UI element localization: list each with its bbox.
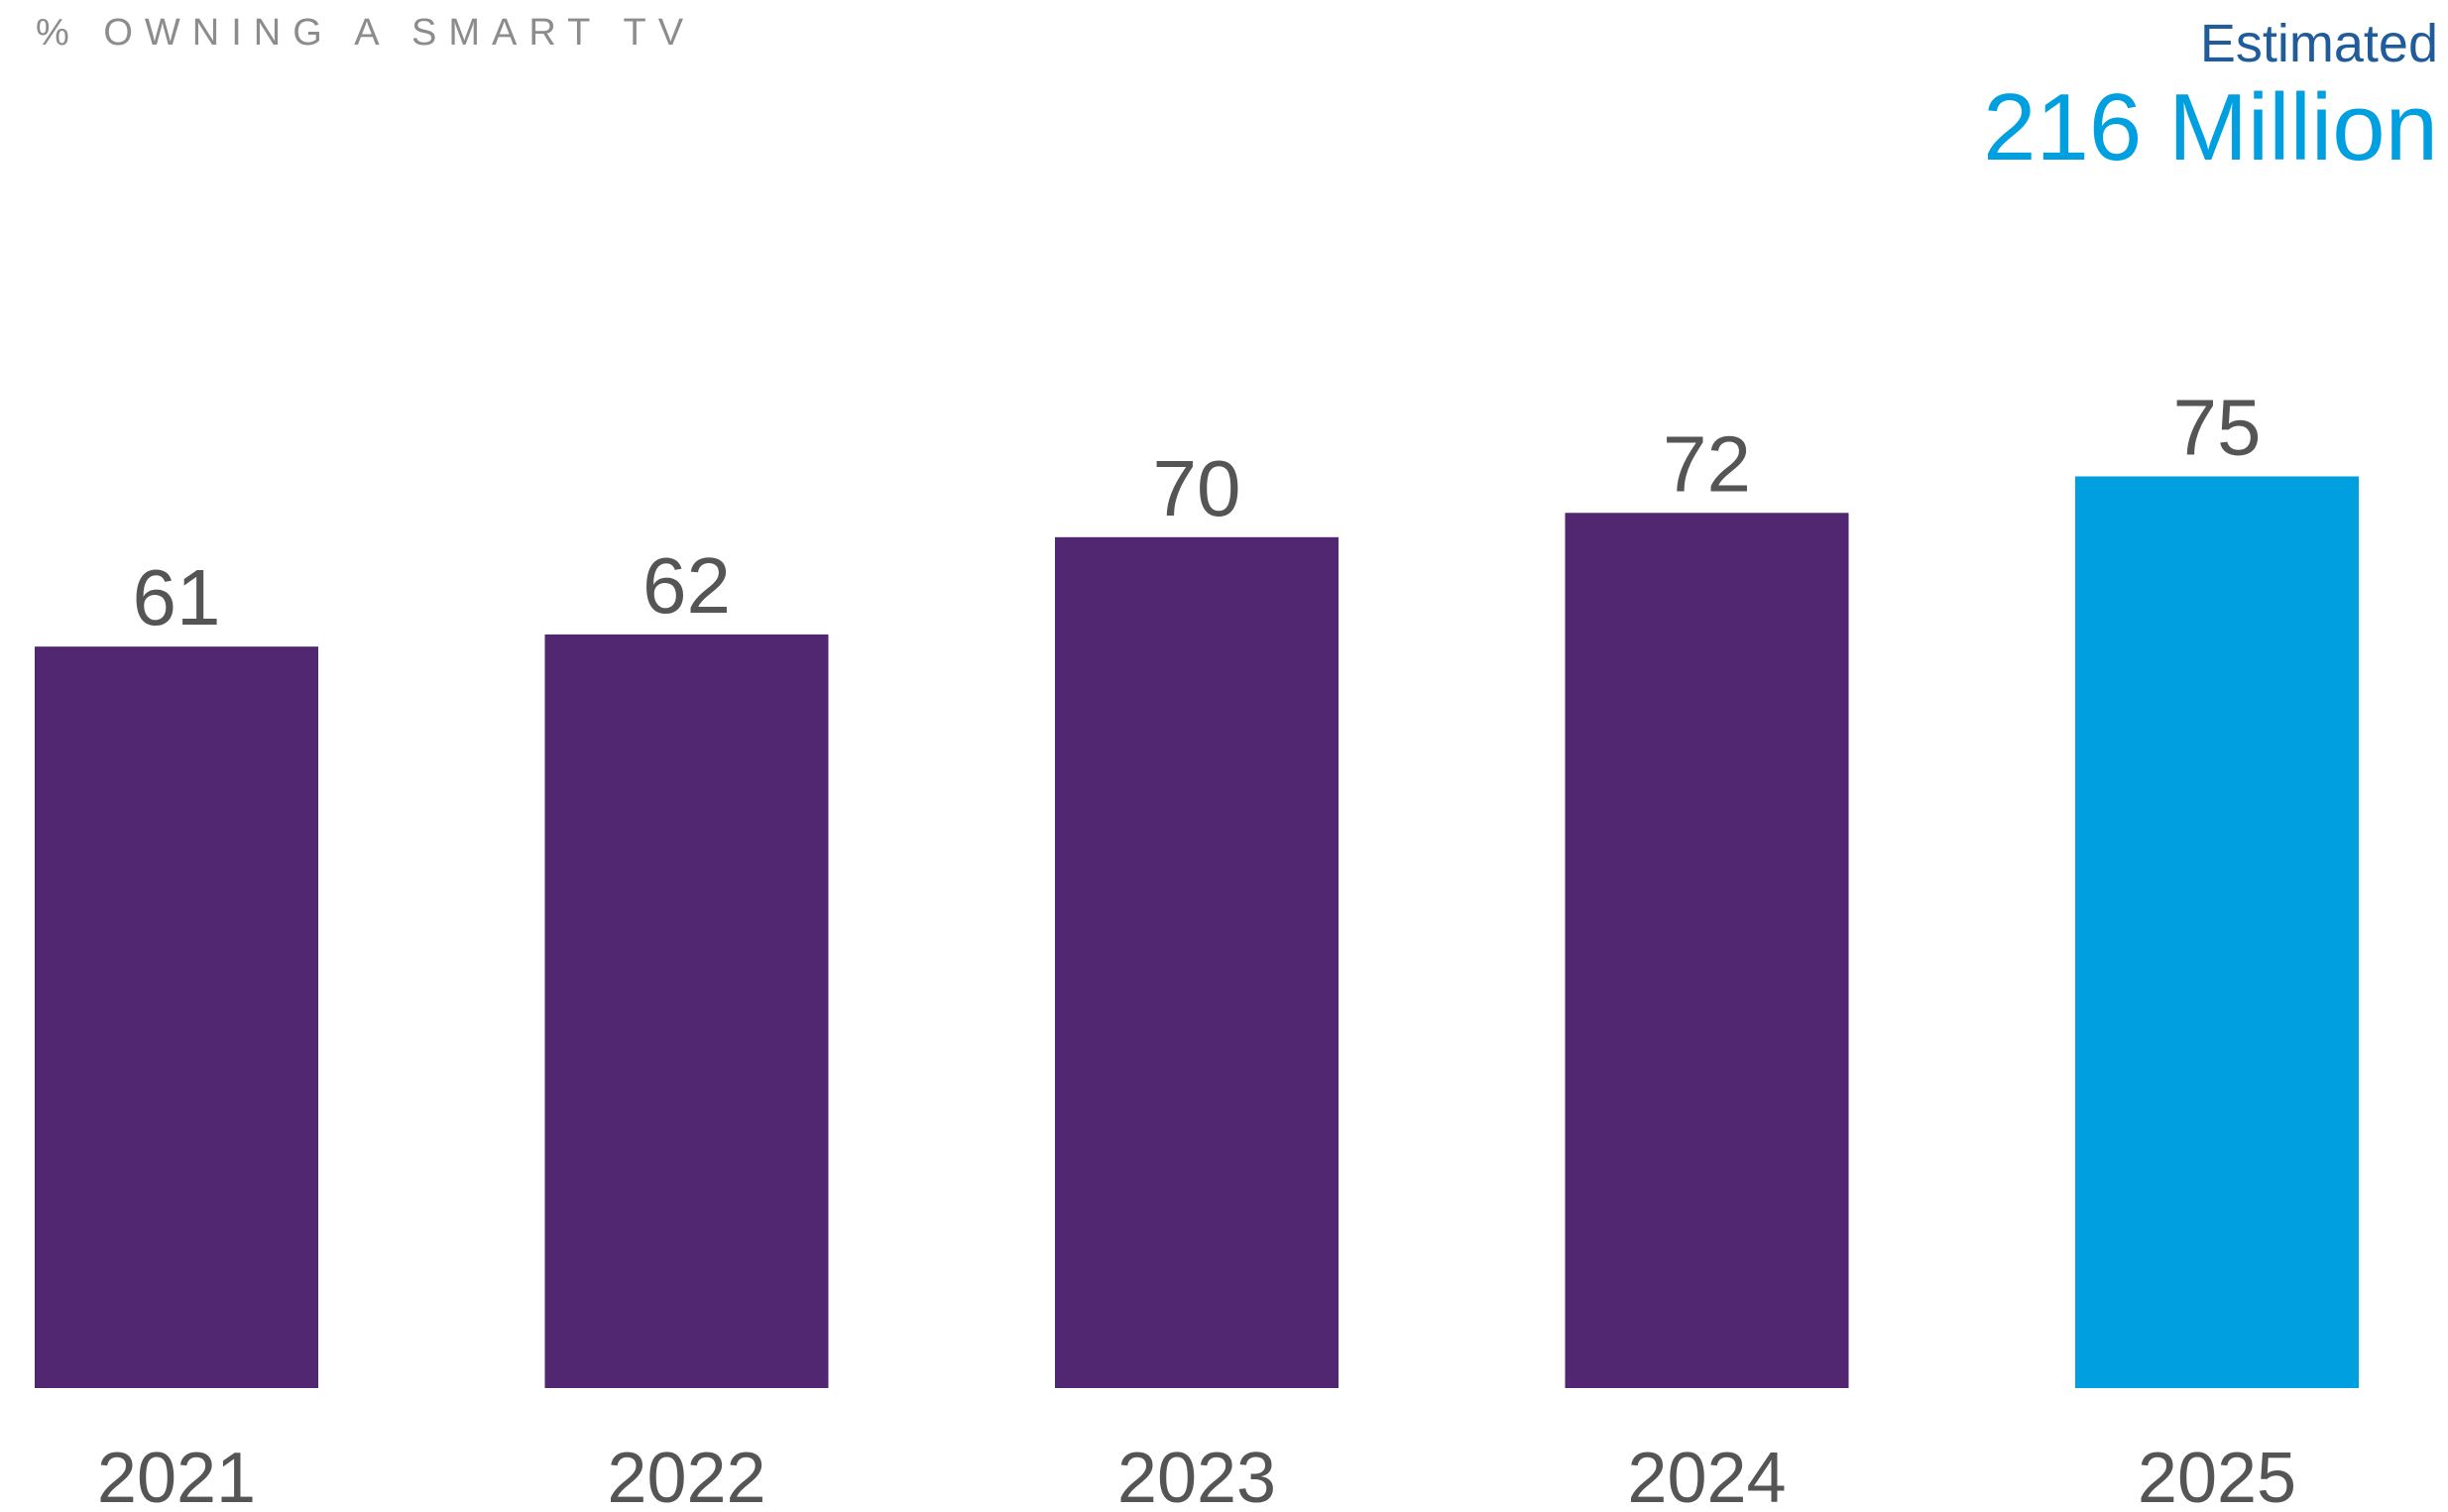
bar-2021 <box>35 646 318 1388</box>
value-label-2021: 61 <box>133 553 221 641</box>
category-label-2021: 2021 <box>97 1439 256 1512</box>
category-label-2024: 2024 <box>1627 1439 1786 1512</box>
value-label-2023: 70 <box>1153 444 1241 532</box>
bar-2025 <box>2075 476 2359 1388</box>
bar-2024 <box>1565 513 1849 1388</box>
bar-2022 <box>544 634 829 1388</box>
category-label-2022: 2022 <box>607 1439 765 1512</box>
estimate-annotation: Estimated 216 Million <box>1983 14 2438 182</box>
category-label-2025: 2025 <box>2138 1439 2296 1512</box>
value-label-2025: 75 <box>2173 384 2262 472</box>
value-label-2024: 72 <box>1663 419 1751 508</box>
chart-title: % OWNING A SMART TV <box>36 12 696 54</box>
estimate-value: 216 Million <box>1983 74 2438 180</box>
estimate-label: Estimated <box>2199 14 2438 73</box>
bar-2023 <box>1055 536 1339 1388</box>
value-label-2022: 62 <box>642 541 731 630</box>
category-label-2023: 2023 <box>1117 1439 1276 1512</box>
